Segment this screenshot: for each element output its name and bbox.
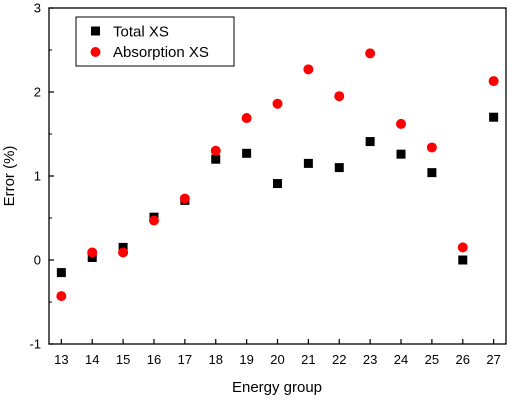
- y-tick-label: 0: [34, 253, 41, 268]
- x-tick-label: 14: [85, 352, 99, 367]
- x-tick-label: 17: [178, 352, 192, 367]
- x-tick-label: 15: [116, 352, 130, 367]
- y-tick-label: 1: [34, 169, 41, 184]
- legend-marker-total-xs: [91, 26, 100, 36]
- y-axis-label: Error (%): [1, 146, 18, 207]
- point-absorption-xs: [241, 113, 252, 124]
- point-total-xs: [273, 179, 282, 189]
- point-absorption-xs: [272, 98, 283, 109]
- x-tick-label: 24: [394, 352, 408, 367]
- point-total-xs: [118, 242, 128, 252]
- point-total-xs: [458, 255, 468, 265]
- x-tick-label: 19: [239, 352, 253, 367]
- legend-label-total-xs: Total XS: [113, 24, 169, 41]
- point-absorption-xs: [488, 76, 499, 87]
- plot-frame: [48, 7, 507, 345]
- point-total-xs: [87, 252, 97, 262]
- point-total-xs: [334, 163, 344, 173]
- x-tick-label: 16: [147, 352, 161, 367]
- x-tick-label: 23: [363, 352, 377, 367]
- legend-label-absorption-xs: Absorption XS: [113, 44, 209, 61]
- point-absorption-xs: [334, 91, 345, 102]
- point-total-xs: [489, 112, 499, 122]
- x-tick-label: 13: [54, 352, 68, 367]
- point-absorption-xs: [457, 242, 468, 253]
- point-total-xs: [56, 268, 66, 278]
- y-tick-label: 2: [34, 85, 41, 100]
- x-tick-label: 27: [486, 352, 500, 367]
- x-tick-label: 21: [301, 352, 315, 367]
- point-total-xs: [396, 149, 406, 159]
- point-absorption-xs: [210, 145, 221, 156]
- legend: Total XS Absorption XS: [75, 16, 235, 67]
- legend-marker-absorption-xs: [90, 47, 101, 57]
- x-tick-label: 22: [332, 352, 346, 367]
- point-total-xs: [303, 158, 313, 168]
- x-tick-label: 25: [425, 352, 439, 367]
- point-absorption-xs: [87, 247, 98, 258]
- point-absorption-xs: [303, 64, 314, 75]
- point-absorption-xs: [426, 142, 437, 153]
- point-absorption-xs: [365, 48, 376, 59]
- point-absorption-xs: [118, 247, 129, 258]
- x-tick-label: 20: [270, 352, 284, 367]
- x-tick-label: 18: [209, 352, 223, 367]
- point-total-xs: [427, 168, 437, 178]
- x-axis-label: Energy group: [232, 379, 322, 396]
- data-points: [56, 48, 499, 302]
- point-absorption-xs: [56, 291, 67, 302]
- point-absorption-xs: [148, 215, 159, 226]
- point-total-xs: [242, 148, 252, 158]
- x-tick-label: 26: [456, 352, 470, 367]
- point-absorption-xs: [179, 193, 190, 204]
- y-tick-label: 3: [34, 1, 41, 16]
- y-tick-label: -1: [29, 337, 41, 352]
- point-absorption-xs: [396, 118, 407, 129]
- legend-box: [75, 16, 235, 67]
- point-total-xs: [365, 137, 375, 147]
- point-total-xs: [211, 154, 221, 164]
